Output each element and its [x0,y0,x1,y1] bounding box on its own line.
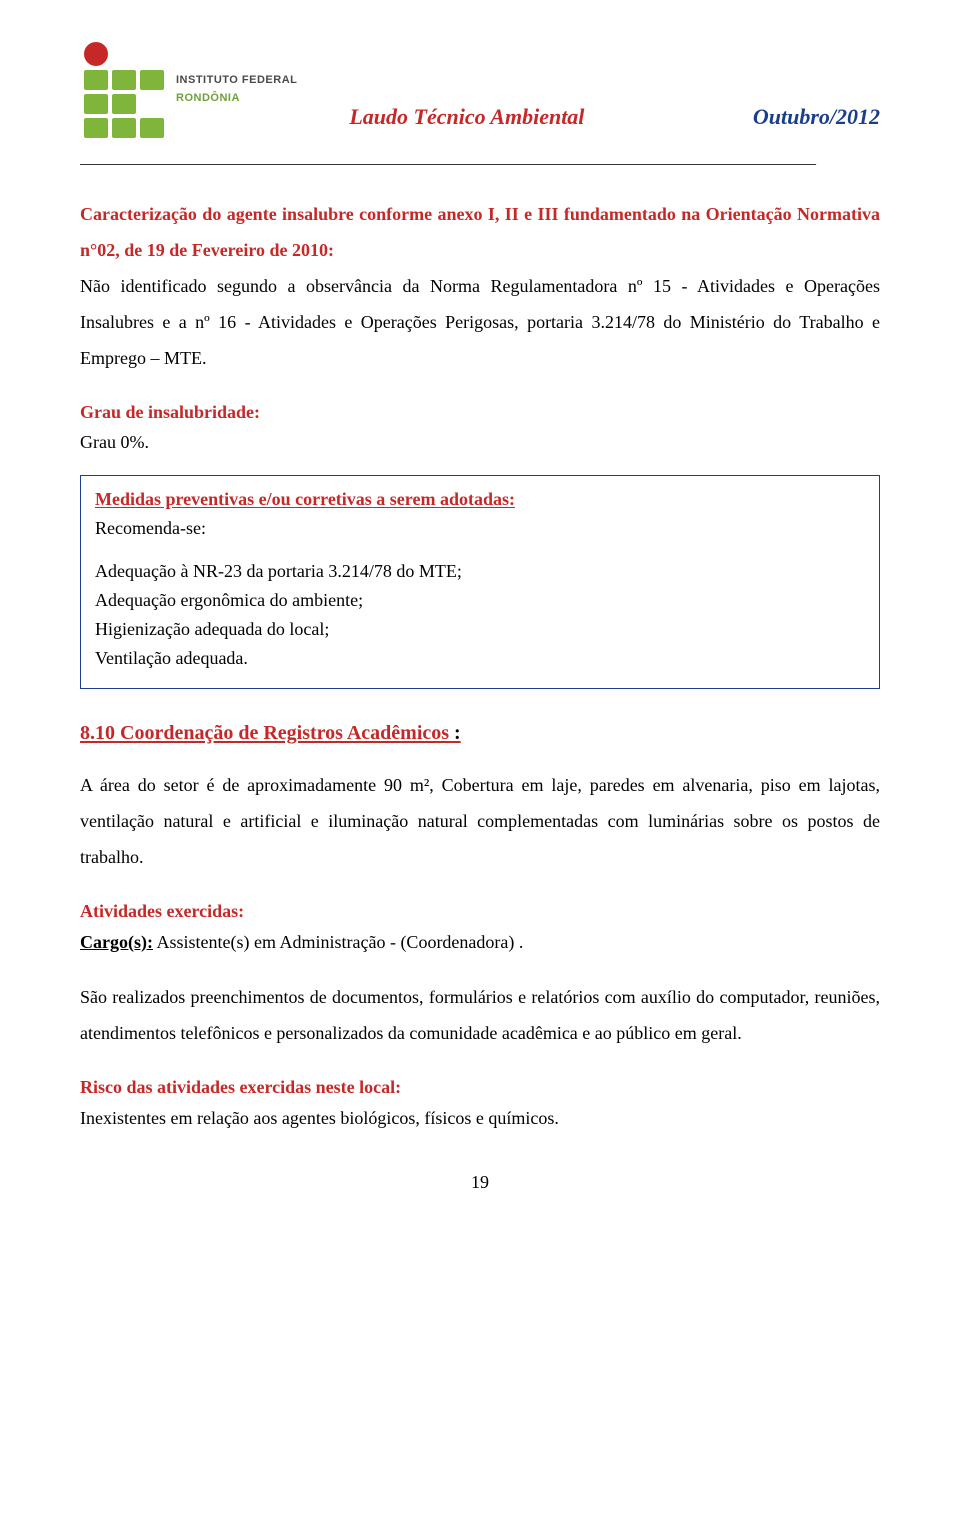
caracterizacao-block: Caracterização do agente insalubre confo… [80,196,880,376]
section-heading: 8.10 Coordenação de Registros Acadêmicos… [80,717,880,749]
ifro-logo-icon [80,40,166,140]
cargo-label: Cargo(s): [80,932,153,952]
risco-label-row: Risco das atividades exercidas neste loc… [80,1073,880,1102]
risco-value: Inexistentes em relação aos agentes biol… [80,1104,880,1133]
institution-line1: INSTITUTO FEDERAL [176,72,297,90]
page-header: INSTITUTO FEDERAL RONDÔNIA Laudo Técnico… [80,40,880,140]
caracterizacao-body: Não identificado segundo a observância d… [80,276,880,368]
page-number: 19 [80,1168,880,1197]
atividades-label: Atividades exercidas: [80,901,244,921]
caracterizacao-heading: Caracterização do agente insalubre confo… [80,204,880,260]
medidas-heading: Medidas preventivas e/ou corretivas a se… [95,486,865,513]
institution-name: INSTITUTO FEDERAL RONDÔNIA [176,72,297,107]
institution-line2: RONDÔNIA [176,90,297,108]
header-divider: ________________________________________… [80,146,880,172]
title-row: Laudo Técnico Ambiental Outubro/2012 [309,99,880,140]
medidas-item: Adequação ergonômica do ambiente; [95,587,865,614]
medidas-item: Adequação à NR-23 da portaria 3.214/78 d… [95,558,865,585]
grau-label: Grau de insalubridade: [80,402,260,422]
cargo-line: Cargo(s): Assistente(s) em Administração… [80,928,880,957]
document-title: Laudo Técnico Ambiental [349,99,584,134]
cargo-value: Assistente(s) em Administração - (Coorde… [153,932,523,952]
risco-label: Risco das atividades exercidas neste loc… [80,1077,401,1097]
document-date: Outubro/2012 [753,99,880,134]
medidas-box: Medidas preventivas e/ou corretivas a se… [80,475,880,689]
atividades-label-row: Atividades exercidas: [80,897,880,926]
section-number-title: 8.10 Coordenação de Registros Acadêmicos [80,722,449,744]
atividades-paragraph: São realizados preenchimentos de documen… [80,979,880,1051]
grau-label-row: Grau de insalubridade: [80,398,880,427]
section-paragraph: A área do setor é de aproximadamente 90 … [80,767,880,875]
medidas-item: Ventilação adequada. [95,645,865,672]
section-colon: : [449,722,461,744]
grau-value: Grau 0%. [80,428,880,457]
institution-logo-block: INSTITUTO FEDERAL RONDÔNIA [80,40,297,140]
medidas-item: Higienização adequada do local; [95,616,865,643]
medidas-intro: Recomenda-se: [95,515,865,542]
